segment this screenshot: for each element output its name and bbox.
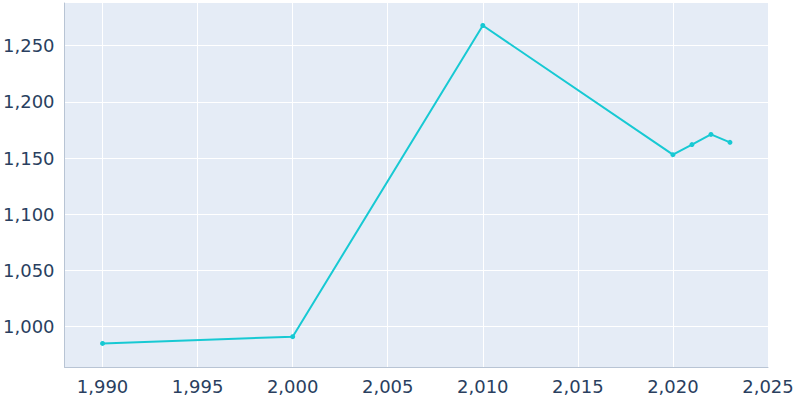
svg-text:1,150: 1,150 bbox=[3, 148, 55, 169]
svg-text:1,050: 1,050 bbox=[3, 260, 55, 281]
svg-text:1,000: 1,000 bbox=[3, 316, 55, 337]
svg-text:1,990: 1,990 bbox=[77, 376, 129, 397]
svg-text:2,005: 2,005 bbox=[362, 376, 414, 397]
svg-text:2,010: 2,010 bbox=[457, 376, 509, 397]
svg-text:2,015: 2,015 bbox=[552, 376, 604, 397]
svg-text:2,000: 2,000 bbox=[267, 376, 319, 397]
svg-text:2,020: 2,020 bbox=[647, 376, 699, 397]
svg-text:1,995: 1,995 bbox=[172, 376, 224, 397]
svg-text:1,100: 1,100 bbox=[3, 204, 55, 225]
svg-text:2,025: 2,025 bbox=[742, 376, 794, 397]
svg-text:1,200: 1,200 bbox=[3, 91, 55, 112]
svg-text:1,250: 1,250 bbox=[3, 35, 55, 56]
